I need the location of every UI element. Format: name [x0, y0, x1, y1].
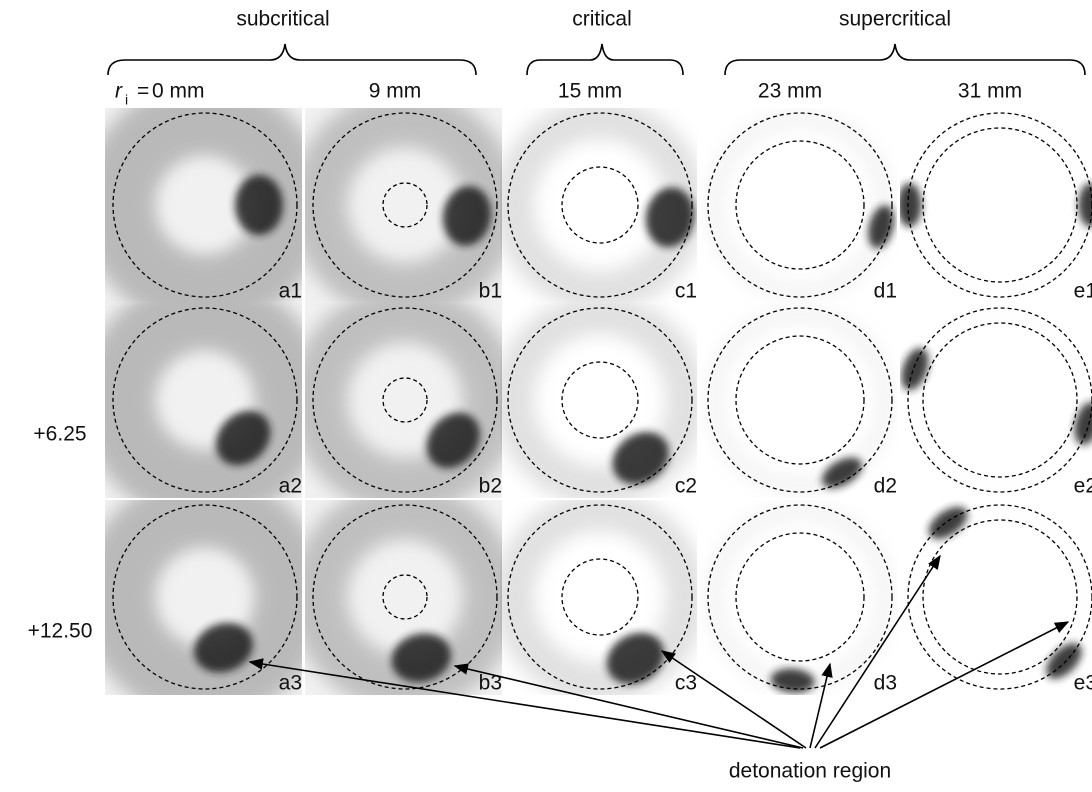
radius-label: 15 mm [558, 80, 622, 103]
panel-label: d2 [874, 475, 897, 498]
texture [898, 119, 1092, 291]
row-label: +6.25 [33, 423, 86, 446]
panel-label: e1 [1074, 280, 1092, 303]
panel-label: b2 [479, 475, 502, 498]
texture [514, 314, 686, 495]
dark-region [1079, 183, 1092, 227]
radius-label: 9 mm [369, 80, 422, 103]
inner-boundary [562, 559, 638, 635]
inner-boundary [736, 141, 864, 269]
panel: d1 [708, 113, 898, 303]
brackets [108, 44, 1085, 75]
radius-label: 0 mm [152, 80, 205, 103]
dark-region [770, 667, 816, 695]
panel: e3 [908, 500, 1092, 694]
row-label: +12.50 [28, 620, 93, 643]
texture [714, 119, 898, 291]
texture [319, 511, 491, 689]
group-label: supercritical [839, 8, 951, 31]
texture [119, 314, 291, 486]
ring-haze [914, 119, 1086, 291]
panel-label: d1 [874, 280, 897, 303]
panel: c1 [508, 113, 699, 303]
inner-boundary [923, 520, 1077, 674]
ring-haze [714, 511, 886, 683]
ring-haze [714, 314, 886, 486]
outer-boundary [908, 113, 1092, 297]
panel: e1 [898, 113, 1092, 303]
ring-haze [714, 119, 886, 291]
radius-symbol: r [115, 80, 123, 103]
outer-boundary [908, 308, 1092, 492]
panel-label: e3 [1074, 672, 1092, 695]
panel: b3 [305, 500, 502, 695]
panel: a1 [105, 108, 302, 303]
core [367, 167, 443, 243]
dark-region [896, 344, 934, 394]
panel-label: d3 [874, 672, 897, 695]
radius-equals: = [137, 80, 149, 103]
core [367, 362, 443, 438]
texture [119, 511, 291, 683]
inner-boundary [736, 336, 864, 464]
texture [119, 119, 291, 291]
dark-region [235, 175, 283, 235]
panel: a2 [105, 303, 302, 498]
dark-region [923, 500, 973, 545]
figure: subcritical critical supercritical r i =… [0, 0, 1092, 787]
panel-label: e2 [1074, 475, 1092, 498]
inner-boundary [736, 533, 864, 661]
texture [319, 119, 496, 291]
panel-label: c1 [675, 280, 697, 303]
panel-label: c2 [675, 475, 697, 498]
panel: b1 [305, 108, 502, 303]
group-label: subcritical [236, 8, 329, 31]
core [367, 559, 443, 635]
panel: b2 [305, 303, 502, 498]
inner-boundary [923, 323, 1077, 477]
panel-label: a2 [279, 475, 302, 498]
radius-subscript: i [125, 92, 128, 108]
panel-label: a1 [279, 280, 302, 303]
texture [319, 314, 491, 486]
panel: e2 [896, 308, 1092, 498]
group-label: critical [572, 8, 632, 31]
inner-boundary [562, 167, 638, 243]
panel: c2 [508, 308, 697, 498]
panel: c3 [508, 505, 697, 695]
ring-haze [914, 314, 1086, 486]
panel-label: b1 [479, 280, 502, 303]
texture [514, 119, 699, 291]
panel-label: a3 [279, 672, 302, 695]
panel-label: c3 [675, 672, 697, 695]
radius-label: 31 mm [958, 80, 1022, 103]
panel: d2 [708, 308, 897, 498]
core [167, 167, 243, 243]
texture [714, 314, 886, 494]
texture [896, 314, 1092, 486]
radius-label: 23 mm [758, 80, 822, 103]
inner-boundary [562, 362, 638, 438]
annotation: detonation region [729, 760, 891, 783]
inner-boundary [923, 128, 1077, 282]
